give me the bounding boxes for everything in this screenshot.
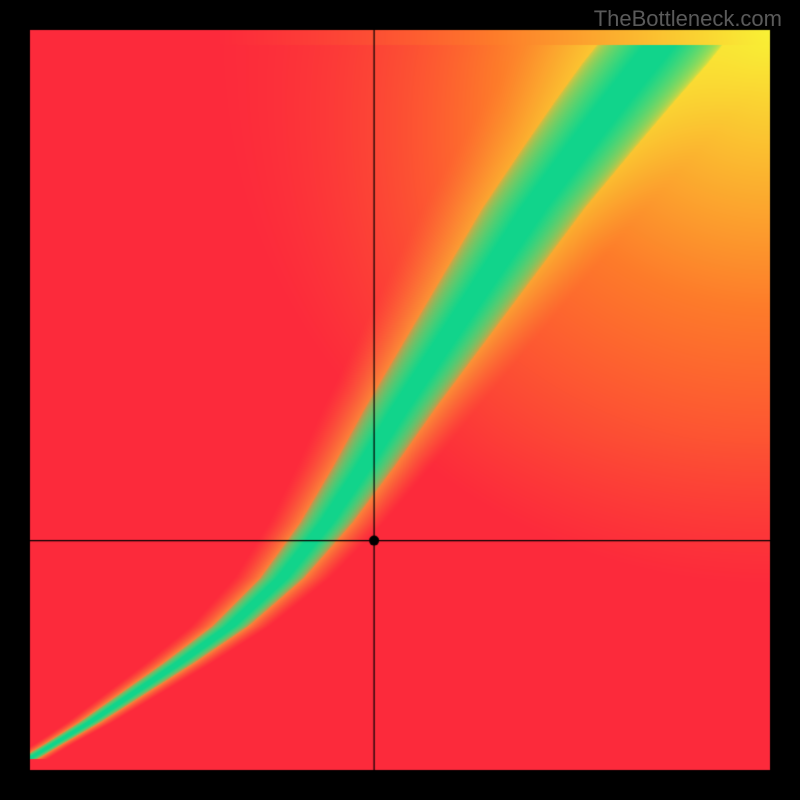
chart-container: TheBottleneck.com bbox=[0, 0, 800, 800]
bottleneck-heatmap bbox=[0, 0, 800, 800]
watermark-text: TheBottleneck.com bbox=[594, 6, 782, 32]
